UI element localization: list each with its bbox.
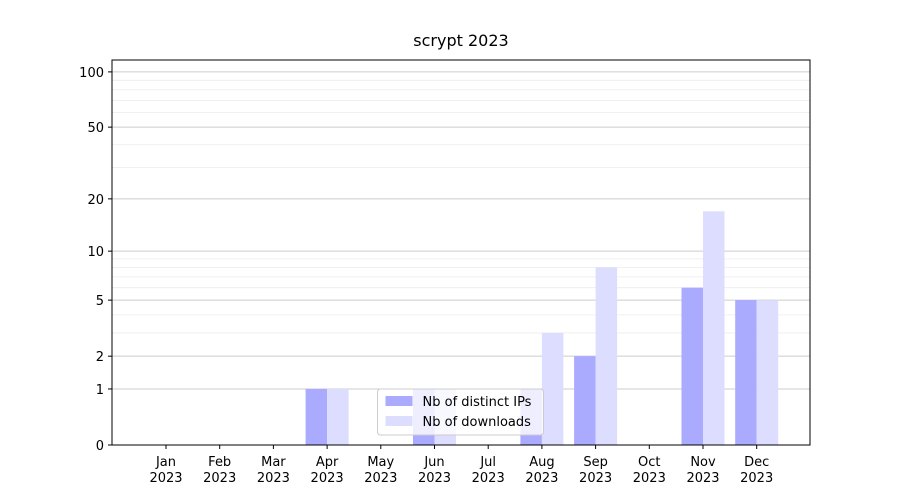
bar [541, 332, 564, 445]
y-tick-label: 20 [87, 193, 104, 208]
y-tick-label: 50 [87, 121, 104, 136]
bar [756, 300, 779, 445]
bar [327, 388, 349, 445]
x-tick-label: Jul 2023 [472, 455, 505, 486]
x-tick-label: Mar 2023 [257, 455, 290, 486]
axes-frame [111, 59, 811, 446]
legend-label: Nb of distinct IPs [423, 395, 532, 410]
bar [735, 300, 757, 445]
y-tick-label: 10 [87, 245, 104, 260]
legend-swatch [385, 416, 413, 426]
y-tick-label: 1 [96, 383, 104, 398]
bar [703, 211, 725, 445]
y-tick-label: 0 [96, 439, 104, 454]
x-tick-label: Oct 2023 [633, 455, 666, 486]
x-tick-label: Jan 2023 [149, 455, 182, 486]
x-tick-label: Nov 2023 [686, 455, 719, 486]
x-tick-label: May 2023 [364, 455, 397, 486]
x-tick-label: Dec 2023 [740, 455, 773, 486]
y-tick-label: 2 [96, 350, 104, 365]
x-tick-label: Apr 2023 [311, 455, 344, 486]
bar [595, 267, 618, 445]
x-tick-label: Feb 2023 [203, 455, 236, 486]
y-tick-label: 5 [96, 294, 104, 309]
legend: Nb of distinct IPs Nb of downloads [377, 388, 544, 436]
x-tick-label: Jun 2023 [418, 455, 451, 486]
legend-box [377, 388, 544, 436]
legend-label: Nb of downloads [423, 415, 532, 430]
bar [574, 356, 596, 445]
chart-title: scrypt 2023 [413, 31, 508, 50]
x-tick-label: Aug 2023 [525, 455, 558, 486]
legend-swatch [385, 396, 413, 406]
bar [681, 287, 703, 445]
y-tick-label: 100 [79, 66, 104, 81]
x-tick-label: Sep 2023 [579, 455, 612, 486]
bar [305, 388, 328, 445]
